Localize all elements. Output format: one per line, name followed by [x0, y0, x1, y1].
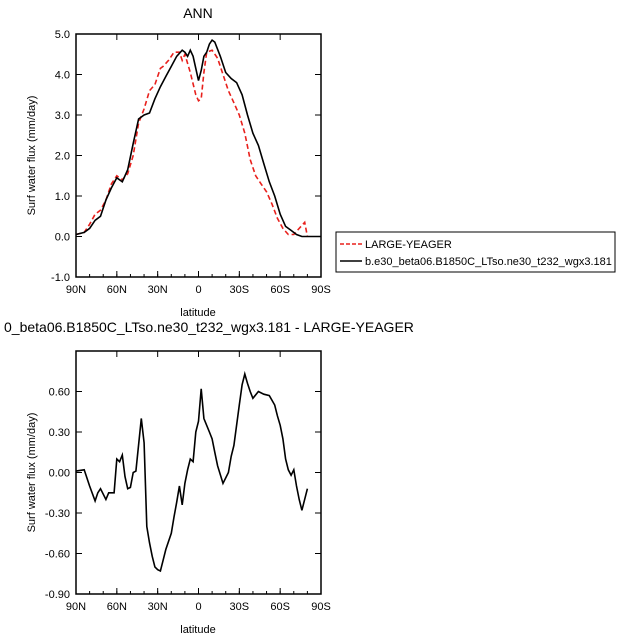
top-ytick-label: 1.0: [55, 191, 70, 203]
top-ytick-label: 4.0: [55, 70, 70, 82]
bottom-ytick-label: -0.60: [45, 549, 70, 561]
top-xtick-label: 30N: [148, 284, 168, 296]
legend-item-model-run: b.e30_beta06.B1850C_LTso.ne30_t232_wgx3.…: [340, 256, 612, 268]
top-xtick-label: 30S: [230, 284, 250, 296]
bottom-chart-ylabel: Surf water flux (mm/day): [26, 413, 38, 533]
bottom-xtick-label: 30N: [148, 601, 168, 613]
top-xtick-label: 60S: [270, 284, 290, 296]
legend-item-large-yeager: LARGE-YEAGER: [340, 239, 452, 251]
bottom-ytick-label: -0.30: [45, 508, 70, 520]
bottom-xtick-label: 60S: [270, 601, 290, 613]
top-ytick-label: 0.0: [55, 232, 70, 244]
bottom-xtick-label: 0: [195, 601, 201, 613]
bottom-xtick-label: 90S: [311, 601, 331, 613]
top-chart-series-group: [75, 38, 321, 238]
top-xtick-label: 90S: [311, 284, 331, 296]
bottom-ytick-label: -0.90: [45, 589, 70, 601]
top-series-line-0: [75, 49, 309, 237]
top-chart-plot-frame: [75, 33, 322, 278]
legend-label-large-yeager: LARGE-YEAGER: [365, 239, 452, 251]
top-ytick-label: -1.0: [51, 272, 70, 284]
bottom-chart-title: 0_beta06.B1850C_LTso.ne30_t232_wgx3.181 …: [4, 319, 414, 335]
bottom-chart: 0_beta06.B1850C_LTso.ne30_t232_wgx3.181 …: [4, 319, 414, 636]
bottom-chart-series-group: [75, 370, 309, 573]
bottom-ytick-label: 0.60: [49, 387, 70, 399]
top-xtick-label: 90N: [66, 284, 86, 296]
top-ytick-label: 2.0: [55, 151, 70, 163]
top-xtick-label: 0: [195, 284, 201, 296]
bottom-chart-plot-frame: [75, 350, 322, 595]
top-chart-legend: LARGE-YEAGER b.e30_beta06.B1850C_LTso.ne…: [335, 231, 616, 273]
bottom-series-line-0: [75, 370, 309, 573]
bottom-chart-xlabel: latitude: [180, 624, 215, 636]
bottom-xtick-label: 30S: [230, 601, 250, 613]
bottom-xtick-label: 60N: [107, 601, 127, 613]
bottom-ytick-label: 0.30: [49, 427, 70, 439]
top-chart-ticks: 90N 60N 30N 0 30S 60S 90S -1.0 0.0 1.0 2.0 3.0 4.0 5.…: [51, 29, 331, 296]
legend-box: [335, 231, 616, 273]
top-series-line-1: [75, 38, 321, 238]
top-ytick-label: 3.0: [55, 110, 70, 122]
top-xtick-label: 60N: [107, 284, 127, 296]
top-chart: ANN 90N 60N 30N 0 30S 60S 90S -1.0 0.0 1.0 2.0 3.0 4…: [26, 5, 616, 319]
top-ytick-label: 5.0: [55, 29, 70, 41]
top-chart-ylabel: Surf water flux (mm/day): [26, 96, 38, 216]
bottom-ytick-label: 0.00: [49, 468, 70, 480]
bottom-xtick-label: 90N: [66, 601, 86, 613]
top-chart-xlabel: latitude: [180, 307, 215, 319]
bottom-chart-ticks: 90N 60N 30N 0 30S 60S 90S -0.90 -0.60 -0.30 0.00 0.…: [45, 351, 331, 613]
top-chart-title: ANN: [183, 5, 213, 21]
legend-label-model-run: b.e30_beta06.B1850C_LTso.ne30_t232_wgx3.…: [365, 256, 612, 268]
